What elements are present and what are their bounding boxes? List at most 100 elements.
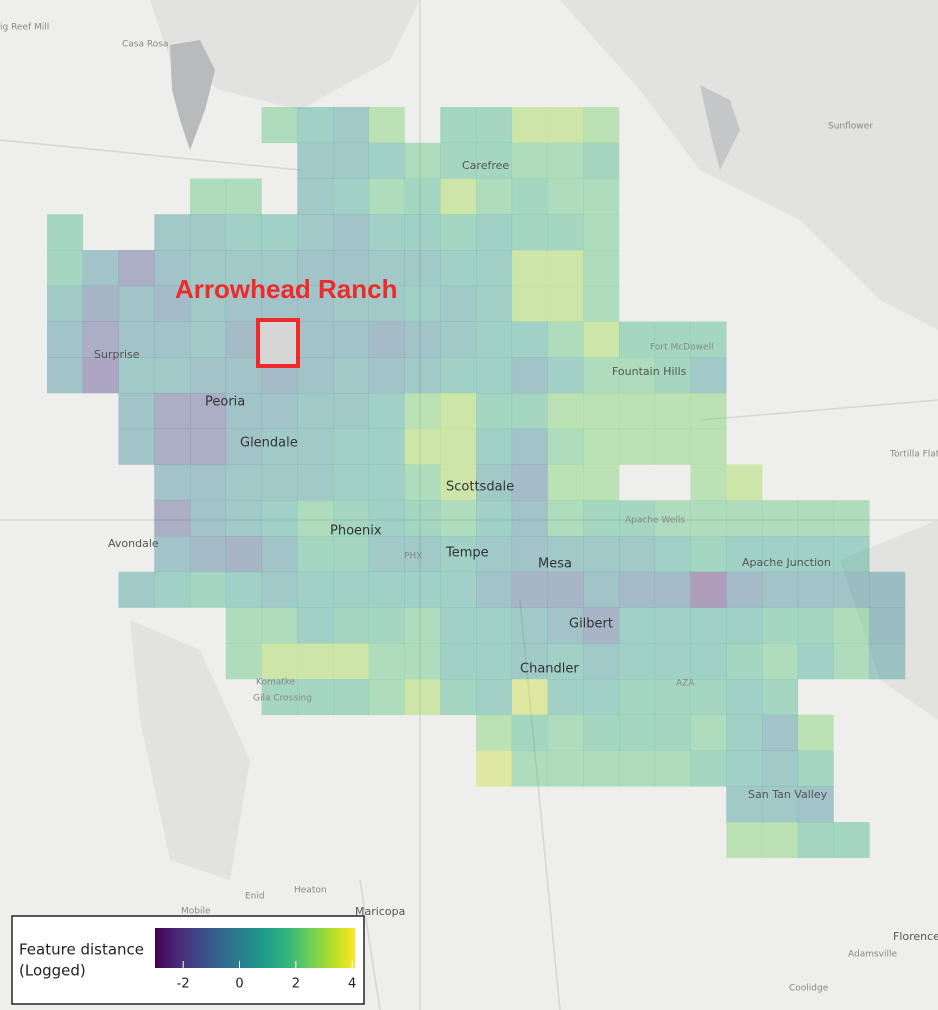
heat-cell <box>225 357 262 394</box>
heat-cell <box>368 428 405 465</box>
place-label: Enid <box>245 892 265 902</box>
heat-cell <box>440 607 477 644</box>
heat-cell <box>368 643 405 680</box>
heat-cell <box>190 428 227 465</box>
heat-cell <box>118 250 155 287</box>
heat-cell <box>690 714 727 751</box>
heat-cell <box>654 714 691 751</box>
heat-cell <box>690 393 727 430</box>
heat-cell <box>225 643 262 680</box>
heat-cell <box>654 357 691 394</box>
heat-cell <box>762 822 799 859</box>
heat-cell <box>261 536 298 573</box>
heat-cell <box>654 571 691 608</box>
heat-cell <box>404 393 441 430</box>
heat-cell <box>47 214 84 251</box>
heat-cell <box>511 500 548 537</box>
heat-cell <box>440 679 477 716</box>
heat-cell <box>225 321 262 358</box>
heat-cell <box>333 214 370 251</box>
heat-cell <box>511 250 548 287</box>
terrain <box>130 0 938 880</box>
heat-cell <box>297 679 334 716</box>
heat-cell <box>619 321 656 358</box>
place-label: Heaton <box>294 886 327 896</box>
heat-cell <box>154 571 191 608</box>
heat-cell <box>833 607 870 644</box>
heat-cell <box>154 357 191 394</box>
heat-cell <box>368 536 405 573</box>
heat-cell <box>333 500 370 537</box>
place-label: Fort McDowell <box>650 343 714 353</box>
heat-cell <box>47 285 84 322</box>
heat-cell <box>225 214 262 251</box>
heat-cell <box>547 536 584 573</box>
heat-cell <box>726 464 763 501</box>
heat-cell <box>869 571 906 608</box>
heat-cell <box>333 142 370 179</box>
place-label: Sunflower <box>828 122 873 132</box>
heat-cell <box>404 500 441 537</box>
heat-cell <box>797 714 834 751</box>
heat-cell <box>297 500 334 537</box>
heat-cell <box>690 500 727 537</box>
heat-cell <box>619 571 656 608</box>
heat-cell <box>297 142 334 179</box>
heat-cell <box>583 250 620 287</box>
heat-cell <box>404 321 441 358</box>
heat-cell <box>476 750 513 787</box>
place-label: Mesa <box>538 557 572 572</box>
heat-cell <box>297 393 334 430</box>
heat-cell <box>190 393 227 430</box>
heat-cell <box>368 500 405 537</box>
heat-cell <box>583 500 620 537</box>
heat-cell <box>225 607 262 644</box>
heat-cell <box>726 822 763 859</box>
heat-cell <box>440 643 477 680</box>
heat-cell <box>190 357 227 394</box>
heat-cell <box>583 536 620 573</box>
heat-cell <box>368 250 405 287</box>
heat-cell <box>154 214 191 251</box>
place-label: San Tan Valley <box>748 788 828 801</box>
heat-cell <box>547 107 584 144</box>
place-label: Surprise <box>94 348 140 361</box>
colorbar <box>155 928 355 968</box>
heat-cell <box>190 464 227 501</box>
heat-cell <box>368 464 405 501</box>
heat-cell <box>619 428 656 465</box>
heat-cell <box>797 643 834 680</box>
heat-cell <box>404 607 441 644</box>
heat-cell <box>368 393 405 430</box>
heat-cell <box>476 536 513 573</box>
heat-cell <box>726 750 763 787</box>
heat-cell <box>261 571 298 608</box>
heat-cell <box>261 500 298 537</box>
heat-cell <box>404 464 441 501</box>
heat-cell <box>333 464 370 501</box>
place-label: Apache Junction <box>742 556 831 569</box>
heat-cell <box>547 500 584 537</box>
heat-cell <box>440 464 477 501</box>
heat-cell <box>583 285 620 322</box>
heat-cell <box>476 571 513 608</box>
heat-cell <box>619 357 656 394</box>
heat-cell <box>297 214 334 251</box>
heat-cell <box>440 428 477 465</box>
legend-tick-label: 0 <box>235 977 243 992</box>
heat-cell <box>476 643 513 680</box>
place-label: Apache Wells <box>625 516 685 526</box>
heat-cell <box>404 178 441 215</box>
heat-cell <box>190 178 227 215</box>
heat-cell <box>583 428 620 465</box>
heat-cell <box>690 321 727 358</box>
heat-cell <box>440 250 477 287</box>
heat-cell <box>190 500 227 537</box>
heat-cell <box>797 571 834 608</box>
heat-cell <box>404 679 441 716</box>
heat-cell <box>833 822 870 859</box>
heat-cell <box>297 357 334 394</box>
heat-cell <box>368 178 405 215</box>
